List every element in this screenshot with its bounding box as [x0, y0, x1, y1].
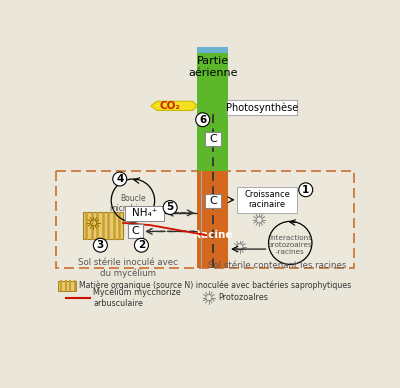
Bar	[56, 171, 354, 268]
Text: NH₄⁺: NH₄⁺	[132, 208, 157, 218]
FancyBboxPatch shape	[205, 132, 220, 146]
FancyBboxPatch shape	[205, 194, 220, 208]
Text: Interactions
protozoaires
-racines: Interactions protozoaires -racines	[268, 235, 313, 255]
Text: C: C	[209, 134, 217, 144]
Text: 6: 6	[199, 115, 206, 125]
Circle shape	[134, 238, 148, 252]
Text: Croissance
racinaire: Croissance racinaire	[244, 190, 290, 210]
Circle shape	[113, 172, 127, 186]
Text: 2: 2	[138, 240, 145, 250]
Text: 4: 4	[116, 174, 124, 184]
FancyBboxPatch shape	[125, 206, 164, 221]
Bar	[58, 281, 76, 291]
Text: CO₂: CO₂	[160, 101, 180, 111]
Circle shape	[163, 201, 177, 215]
Text: Matière organique (source N) inoculée avec bactéries saprophytiques: Matière organique (source N) inoculée av…	[80, 281, 352, 290]
Bar	[197, 47, 228, 53]
Text: Protozoalres: Protozoalres	[218, 293, 268, 302]
FancyBboxPatch shape	[128, 224, 143, 238]
Text: 1: 1	[302, 185, 309, 195]
Polygon shape	[151, 101, 197, 111]
Text: Racine: Racine	[193, 230, 232, 240]
Text: Photosynthèse: Photosynthèse	[226, 102, 298, 113]
FancyBboxPatch shape	[237, 187, 297, 213]
Circle shape	[196, 113, 210, 126]
Text: Partie
aérienne: Partie aérienne	[188, 56, 238, 78]
Text: Sol stérile contenant les racines: Sol stérile contenant les racines	[208, 261, 346, 270]
Text: 3: 3	[97, 240, 104, 250]
Text: Sol stérile inoculé avec
du mycélium: Sol stérile inoculé avec du mycélium	[78, 258, 178, 277]
Bar	[197, 171, 228, 268]
Text: C: C	[209, 196, 217, 206]
FancyBboxPatch shape	[228, 100, 297, 115]
Text: Mycélium mycchorize
arbusculaire: Mycélium mycchorize arbusculaire	[94, 288, 181, 308]
Bar	[197, 53, 228, 171]
Text: 5: 5	[166, 203, 174, 213]
Circle shape	[94, 238, 107, 252]
Circle shape	[299, 183, 313, 197]
Text: C: C	[131, 226, 139, 236]
Text: Boucle
microbienne: Boucle microbienne	[109, 194, 157, 213]
Bar	[82, 212, 123, 239]
